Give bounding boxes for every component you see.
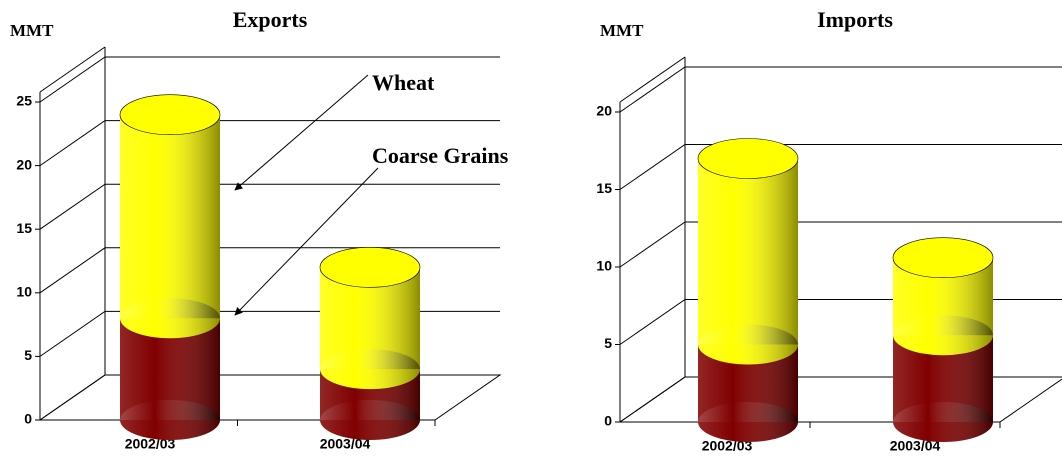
grid-line	[39, 183, 500, 230]
series-arrow	[234, 167, 379, 316]
y-axis-label: MMT	[600, 21, 644, 40]
side-edge	[39, 46, 106, 93]
grid-line	[619, 66, 1062, 113]
segment-top	[697, 138, 799, 179]
segment-top	[119, 94, 221, 136]
y-tick-label: 5	[24, 347, 32, 363]
grid-line	[619, 221, 1062, 268]
y-tick-label: 0	[24, 411, 32, 427]
grid-line	[619, 376, 1062, 423]
y-tick-label: 20	[16, 156, 32, 172]
segment-top	[319, 247, 421, 288]
y-tick-label: 10	[16, 284, 32, 300]
y-tick-label: 15	[596, 180, 612, 196]
grid-line	[39, 247, 500, 294]
chart-title: Imports	[817, 7, 893, 32]
grid-line	[39, 56, 500, 103]
shade	[698, 158, 798, 345]
back-wall	[618, 57, 1062, 423]
y-tick-label: 15	[16, 220, 32, 236]
y-tick-label: 0	[604, 413, 612, 429]
grid-line	[39, 310, 500, 357]
grid-line	[39, 374, 500, 421]
y-tick-label: 5	[604, 335, 612, 351]
series-label: Wheat	[372, 70, 435, 95]
x-tick-label: 2003/04	[320, 436, 371, 452]
grid-line	[619, 299, 1062, 345]
y-tick-label: 25	[16, 93, 32, 109]
back-wall	[38, 47, 502, 421]
segment-top	[892, 237, 994, 279]
grid-line	[39, 120, 500, 167]
chart-title: Exports	[233, 7, 308, 32]
y-axis-label: MMT	[10, 21, 54, 40]
y-tick-label: 10	[596, 258, 612, 274]
series-label: Coarse Grains	[372, 143, 509, 168]
series-arrow	[234, 74, 369, 191]
side-edge	[619, 56, 686, 103]
grid-line	[619, 144, 1062, 190]
shade	[120, 114, 220, 319]
y-tick-label: 20	[596, 103, 612, 119]
x-tick-label: 2003/04	[890, 438, 941, 454]
